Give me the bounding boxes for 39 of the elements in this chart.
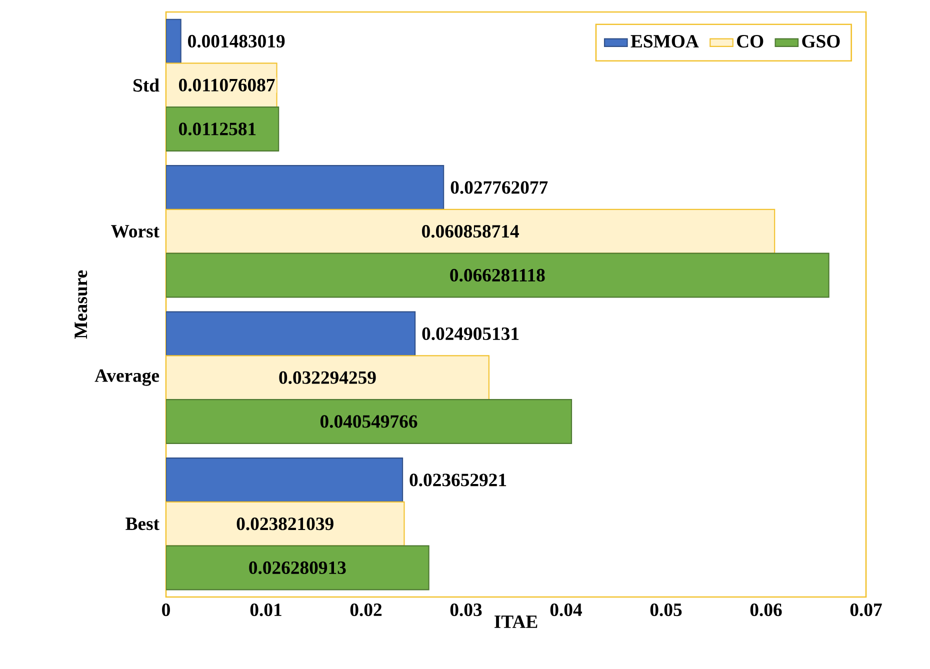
data-label: 0.023821039 — [236, 518, 334, 530]
data-label: 0.011076087 — [178, 78, 275, 92]
bar — [166, 208, 776, 254]
data-label: 0.023652921 — [410, 474, 506, 486]
data-label: 0.040549766 — [320, 415, 418, 428]
x-tick-label: 0.07 — [850, 603, 882, 616]
bar — [166, 501, 405, 546]
x-tick-label: 0.04 — [550, 603, 582, 616]
bar — [166, 399, 572, 444]
x-tick-label: 0.01 — [250, 603, 282, 616]
bar — [166, 311, 416, 356]
y-tick-label: Average — [94, 369, 160, 386]
legend-label: CO — [737, 35, 764, 48]
data-label: 0.0112581 — [178, 122, 256, 136]
data-label: 0.060858714 — [422, 225, 519, 238]
data-label: 0.027762077 — [450, 181, 548, 194]
x-tick-label: 0.02 — [350, 603, 382, 616]
data-label: 0.066281118 — [450, 268, 545, 282]
y-tick-label: Worst — [111, 225, 160, 238]
y-axis-title: Measure — [74, 270, 88, 339]
x-tick-label: 0.03 — [450, 603, 482, 616]
bar — [166, 355, 490, 400]
data-label: 0.032294259 — [279, 371, 376, 384]
bar — [166, 545, 430, 590]
data-label: 0.026280913 — [249, 561, 346, 574]
legend-label: GSO — [802, 35, 840, 48]
x-tick-label: 0 — [162, 603, 170, 616]
bar — [166, 458, 404, 502]
bar — [166, 18, 182, 64]
x-tick-label: 0.05 — [650, 603, 682, 616]
x-axis-title: ITAE — [494, 616, 538, 628]
bar — [166, 165, 444, 210]
y-tick-label: Std — [134, 78, 160, 92]
data-label: 0.001483019 — [188, 34, 285, 48]
legend-label: ESMOA — [630, 35, 699, 48]
x-tick-label: 0.06 — [750, 603, 782, 616]
y-tick-label: Best — [126, 518, 160, 530]
bar — [166, 252, 830, 298]
data-label: 0.024905131 — [422, 327, 519, 340]
